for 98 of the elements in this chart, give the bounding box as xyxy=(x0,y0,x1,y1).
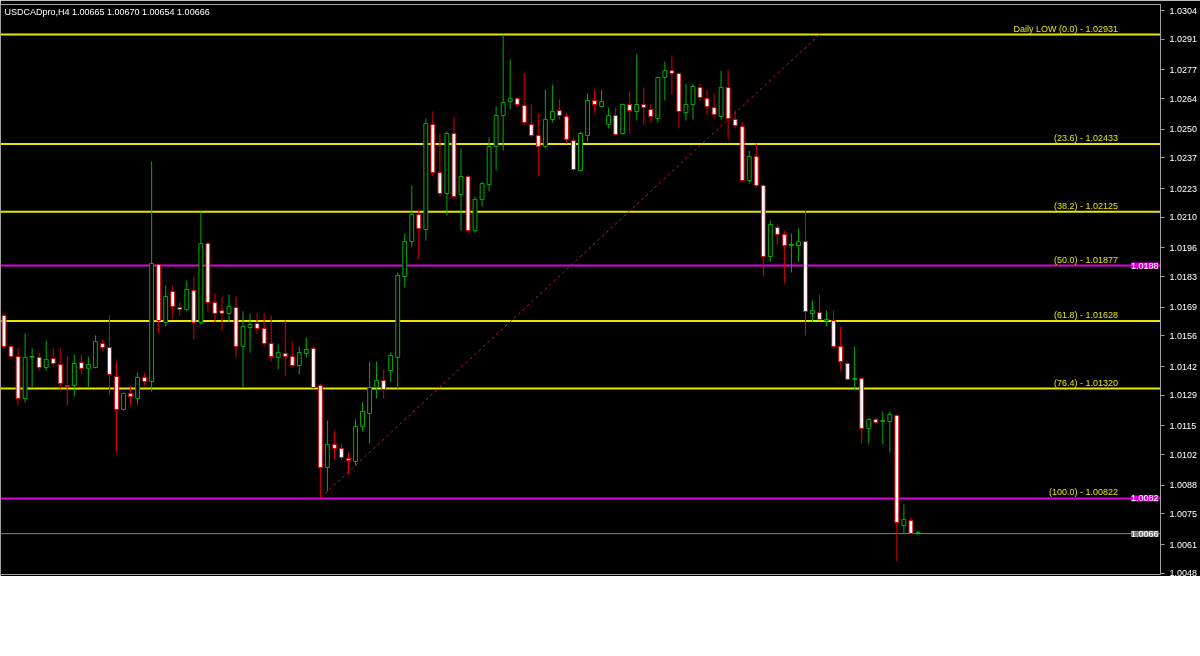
candlestick xyxy=(64,356,70,407)
candlestick xyxy=(535,112,541,178)
y-tick-label: 1.0169 xyxy=(1169,302,1198,313)
ref-line-label: 1.0188 xyxy=(1130,260,1159,271)
candlestick xyxy=(662,61,668,102)
candlestick xyxy=(564,112,569,145)
candlestick xyxy=(29,347,35,388)
candlestick xyxy=(599,89,605,109)
candlestick xyxy=(774,223,780,245)
candlestick xyxy=(521,72,527,125)
candlestick xyxy=(458,147,464,232)
candlestick xyxy=(275,343,281,370)
y-tick-label: 1.0129 xyxy=(1169,390,1198,401)
candlestick xyxy=(528,103,534,138)
candlestick xyxy=(303,336,309,358)
y-tick-label: 1.0264 xyxy=(1169,93,1198,104)
y-tick-label: 1.0291 xyxy=(1169,34,1198,45)
annotation: (38.2) - 1.02125 xyxy=(1053,200,1118,211)
annotation: (76.4) - 1.01320 xyxy=(1053,377,1118,388)
ref-line-label: 1.0066 xyxy=(1130,528,1159,539)
candlestick xyxy=(381,368,387,399)
y-tick-label: 1.0250 xyxy=(1169,124,1198,135)
candlestick xyxy=(135,372,141,405)
annotation: Daily LOW (0.0) - 1.02931 xyxy=(1013,23,1118,34)
candlestick xyxy=(57,347,63,390)
y-tick-label: 1.0156 xyxy=(1169,330,1198,341)
candlestick xyxy=(781,230,787,285)
y-tick-label: 1.0223 xyxy=(1169,183,1198,194)
candlestick xyxy=(556,98,562,120)
chart-title: USDCADpro,H4 1.00665 1.00670 1.00654 1.00666 xyxy=(4,6,210,17)
candlestick xyxy=(613,107,619,136)
candlestick xyxy=(268,314,274,363)
candlestick xyxy=(36,352,42,372)
candlestick xyxy=(289,341,295,369)
candlestick xyxy=(549,83,555,123)
candlestick xyxy=(360,401,365,432)
candlestick xyxy=(50,347,56,369)
y-tick-label: 1.0237 xyxy=(1169,152,1198,163)
candlestick xyxy=(226,294,232,323)
candlestick xyxy=(128,385,133,407)
candlestick xyxy=(810,299,815,323)
candlestick xyxy=(416,209,422,260)
candlestick xyxy=(641,87,647,125)
candlestick xyxy=(296,345,302,376)
y-tick-label: 1.0183 xyxy=(1169,271,1198,282)
candlestick xyxy=(437,132,443,198)
annotation: (50.0) - 1.01877 xyxy=(1053,255,1118,266)
candlestick xyxy=(43,339,49,372)
candlestick xyxy=(184,279,190,312)
y-tick-label: 1.0196 xyxy=(1169,242,1198,253)
candlestick xyxy=(887,410,893,454)
y-tick-label: 1.0075 xyxy=(1169,508,1198,519)
candlestick xyxy=(838,325,844,372)
candlestick xyxy=(627,91,633,134)
candlestick xyxy=(901,503,907,534)
candlestick xyxy=(592,89,597,114)
ref-line-label: 1.0082 xyxy=(1130,493,1159,504)
candlestick xyxy=(374,361,380,399)
candlestick xyxy=(606,107,612,129)
y-tick-label: 1.0115 xyxy=(1169,420,1197,431)
candlestick xyxy=(507,58,513,111)
candlestick xyxy=(796,227,801,263)
candlestick xyxy=(880,410,886,445)
candlestick xyxy=(78,354,84,376)
y-tick-label: 1.0210 xyxy=(1169,212,1198,223)
candlestick xyxy=(634,54,640,122)
y-tick-label: 1.0304 xyxy=(1169,5,1198,16)
candlestick xyxy=(346,452,351,476)
candlestick xyxy=(648,103,654,123)
candlestick xyxy=(324,419,330,492)
candlestick xyxy=(261,312,267,347)
candlestick xyxy=(85,356,91,388)
candlestick xyxy=(669,54,675,96)
y-tick-label: 1.0088 xyxy=(1169,480,1198,491)
y-tick-label: 1.0048 xyxy=(1169,568,1198,579)
annotation: (61.8) - 1.01628 xyxy=(1053,309,1118,320)
candlestick xyxy=(71,354,77,398)
y-tick-label: 1.0142 xyxy=(1169,361,1198,372)
candlestick xyxy=(479,181,485,207)
y-tick-label: 1.0102 xyxy=(1169,449,1198,460)
candlestick xyxy=(500,34,506,152)
candlestick xyxy=(866,417,872,445)
candlestick xyxy=(915,530,921,536)
y-tick-label: 1.0277 xyxy=(1169,64,1198,75)
y-tick-label: 1.0061 xyxy=(1169,539,1198,550)
candlestick xyxy=(170,285,176,320)
candlestick xyxy=(254,312,260,334)
candlestick xyxy=(746,150,752,185)
candlestick xyxy=(852,345,858,390)
candlestick xyxy=(704,89,710,116)
annotation: (23.6) - 1.02433 xyxy=(1053,133,1118,144)
candlestick xyxy=(788,232,794,274)
candlestick xyxy=(282,319,288,378)
candlestick xyxy=(711,92,717,118)
annotation: (100.0) - 1.00822 xyxy=(1048,487,1118,498)
candlestick xyxy=(332,430,337,460)
candlestick xyxy=(388,352,394,383)
candlestick xyxy=(817,294,822,321)
